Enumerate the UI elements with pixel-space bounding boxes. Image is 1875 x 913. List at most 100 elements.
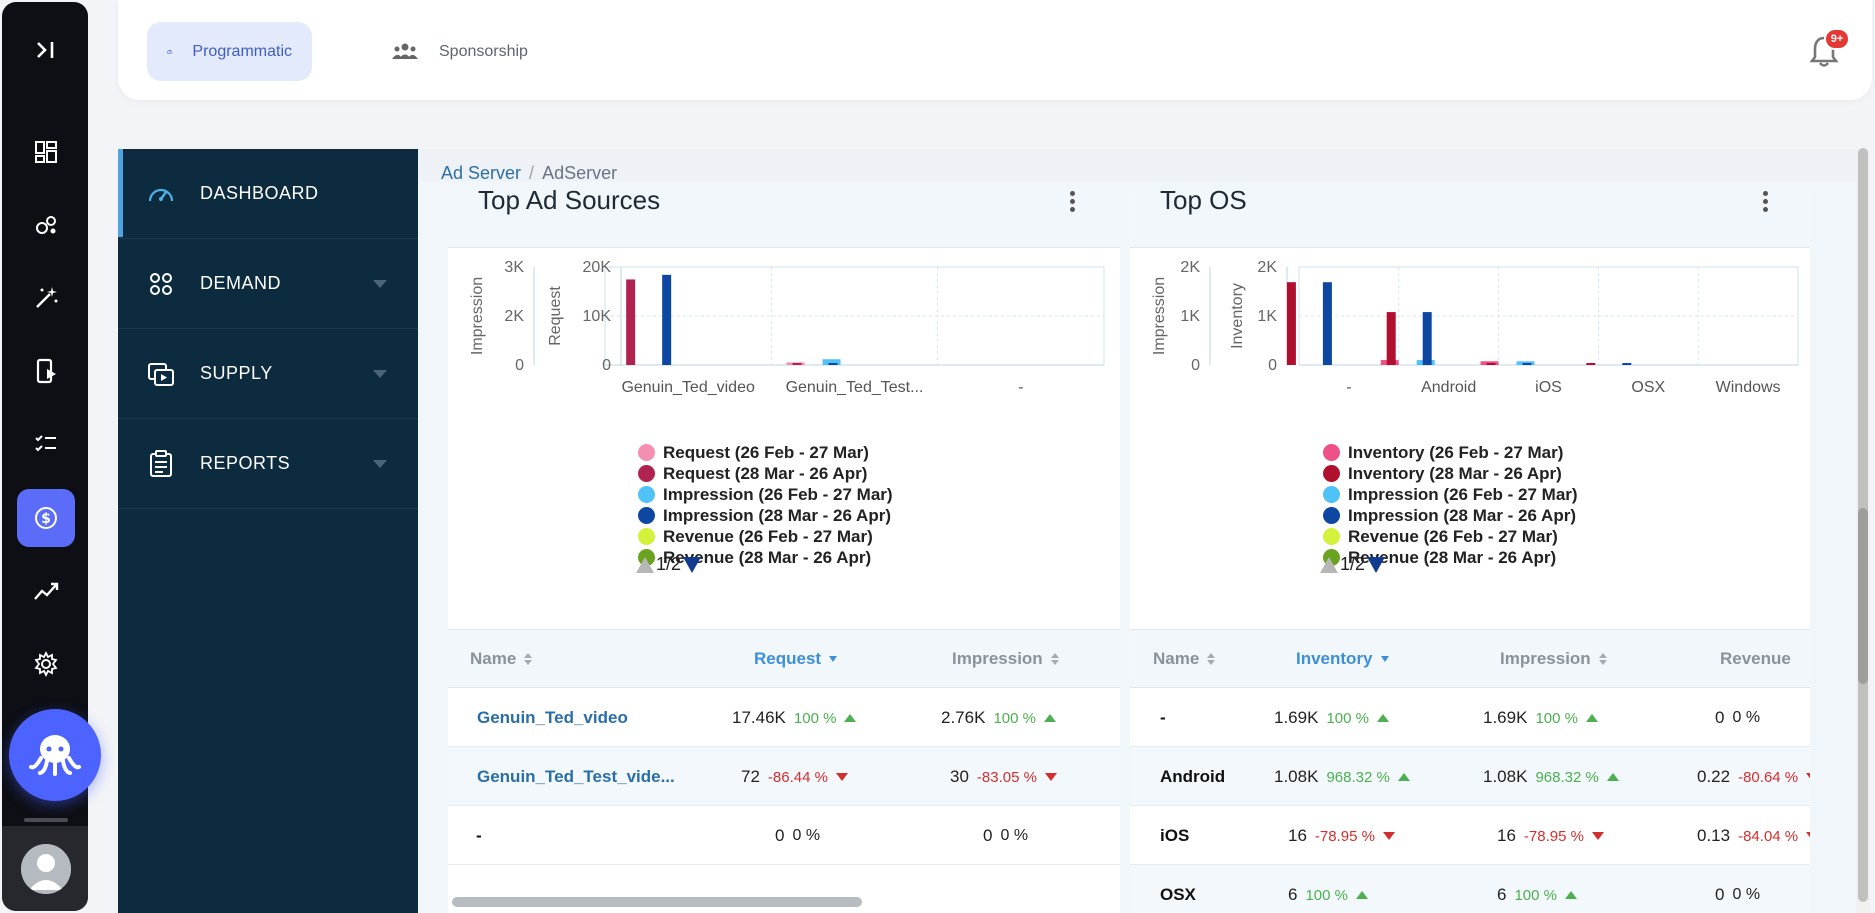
metric-change: -84.04 % [1738,827,1799,845]
column-header-label: Inventory [1296,649,1373,668]
metric-value: 0 [775,826,785,845]
analytics-icon[interactable] [17,562,75,620]
legend-label: Impression (28 Mar - 26 Apr) [1348,505,1576,525]
legend-pager: 1/2 [636,554,702,575]
x-tick-label: - [1018,379,1023,396]
table-row[interactable]: OSX 6 100 % 6 100 % 0 0 % [1130,865,1810,913]
legend-prev-icon[interactable] [1320,556,1338,573]
metric-change: 100 % [993,709,1036,727]
sidebar-item-supply[interactable]: SUPPLY [118,329,418,419]
octopus-logo-icon[interactable] [9,709,101,801]
metric-change: -78.95 % [1314,827,1375,845]
column-header-revenue[interactable]: Revenue [1720,649,1791,669]
breadcrumb-link-ad-server[interactable]: Ad Server [441,163,522,183]
table-row[interactable]: Genuin_Ted_video 17.46K 100 % 2.76K 100 % [448,688,1120,747]
legend-item[interactable]: Impression (26 Feb - 27 Mar) [1323,484,1578,505]
more-options-icon[interactable] [1755,188,1775,218]
column-header-request[interactable]: Request [754,649,838,669]
legend-item[interactable]: Revenue (26 Feb - 27 Mar) [638,526,893,547]
table-header: Name Request Impression [448,629,1120,688]
breadcrumb-separator: / [529,163,535,183]
legend-swatch [638,444,655,461]
bar [1622,363,1632,365]
legend-item[interactable]: Revenue (26 Feb - 27 Mar) [1323,526,1578,547]
monetization-icon[interactable]: $ [17,489,75,547]
column-header-impression[interactable]: Impression [1500,649,1607,669]
metric-value: 0 [983,826,993,845]
page-scrollbar-thumb[interactable] [1858,508,1868,684]
metric-value: 1.08K [1483,767,1528,786]
tab-sponsorship[interactable]: Sponsorship [371,22,548,81]
checklist-icon[interactable] [17,415,75,473]
sidebar-item-dashboard[interactable]: DASHBOARD [118,149,418,239]
mobile-video-icon[interactable] [17,342,75,400]
legend-prev-icon[interactable] [636,556,654,573]
metric-value: 16 [1497,826,1516,845]
legend-item[interactable]: Impression (28 Mar - 26 Apr) [638,505,893,526]
legend-item[interactable]: Impression (26 Feb - 27 Mar) [638,484,893,505]
legend-next-icon[interactable] [1367,556,1386,573]
legend-item[interactable]: Inventory (28 Mar - 26 Apr) [1323,463,1578,484]
y-tick-label: 0 [1191,357,1200,374]
metric-cell: 6 100 % [1288,885,1369,905]
bar [626,279,636,365]
more-options-icon[interactable] [1062,188,1082,218]
table-row[interactable]: - 0 0 % 0 0 % [448,806,1120,865]
table-row[interactable]: Genuin_Ted_Test_vide... 72 -86.44 % 30 -83.0… [448,747,1120,806]
column-header-impression[interactable]: Impression [952,649,1059,669]
apps-icon [150,273,172,295]
y-axis-label: Request [547,286,564,346]
audience-icon[interactable] [17,196,75,254]
x-tick-label: Windows [1716,379,1781,396]
table-row[interactable]: - 1.69K 100 % 1.69K 100 % 0 0 % [1130,688,1810,747]
row-name[interactable]: Genuin_Ted_video [477,708,628,727]
sidebar-item-label: REPORTS [200,453,291,473]
legend-swatch [1323,465,1340,482]
metric-value: 1.69K [1274,708,1319,727]
sidebar-item-demand[interactable]: DEMAND [118,239,418,329]
sidebar-item-reports[interactable]: REPORTS [118,419,418,509]
bar [828,363,838,365]
top-bar: Programmatic Sponsorship 9+ [118,0,1872,100]
expand-sidebar-icon[interactable] [17,21,75,79]
chevron-down-icon [373,280,387,288]
metric-cell: 0 0 % [983,826,1028,846]
metric-cell: 1.69K 100 % [1483,708,1598,728]
settings-gear-icon[interactable] [17,635,75,693]
legend-next-icon[interactable] [683,556,702,573]
user-avatar[interactable] [21,844,71,894]
metric-change: 100 % [1535,709,1578,727]
metric-cell: 16 -78.95 % [1497,826,1604,846]
sort-icon [1050,653,1059,665]
table-row[interactable]: iOS 16 -78.95 % 16 -78.95 % 0.13 -84.04 % [1130,806,1810,865]
legend-label: Impression (26 Feb - 27 Mar) [663,484,893,504]
metric-value: 6 [1497,885,1507,904]
dashboard-grid-icon[interactable] [17,123,75,181]
trend-up-icon [1606,773,1619,781]
metric-cell: 0 0 % [1715,708,1760,728]
ad-sources-table: Name Request Impression Genuin_Ted_video… [448,629,1120,865]
legend-item[interactable]: Inventory (26 Feb - 27 Mar) [1323,442,1578,463]
tab-programmatic[interactable]: Programmatic [147,22,312,81]
sidebar-item-label: SUPPLY [200,363,273,383]
metric-value: 30 [950,767,969,786]
table-row[interactable]: Android 1.08K 968.32 % 1.08K 968.32 % 0.22 -80… [1130,747,1810,806]
row-name: - [476,826,482,845]
column-header-name[interactable]: Name [470,649,533,669]
column-header-inventory[interactable]: Inventory [1296,649,1389,669]
horizontal-scrollbar[interactable] [452,897,862,907]
legend-item[interactable]: Request (28 Mar - 26 Apr) [638,463,893,484]
legend-item[interactable]: Impression (28 Mar - 26 Apr) [1323,505,1578,526]
magic-wand-icon[interactable] [17,269,75,327]
y-tick-label: 0 [1268,357,1277,374]
column-header-name[interactable]: Name [1153,649,1216,669]
metric-cell: 2.76K 100 % [941,708,1056,728]
x-tick-label: Genuin_Ted_video [621,379,755,396]
row-name[interactable]: Genuin_Ted_Test_vide... [477,767,675,786]
column-header-label: Name [470,649,517,668]
legend-item[interactable]: Request (26 Feb - 27 Mar) [638,442,893,463]
sidebar-item-label: DEMAND [200,273,282,293]
metric-value: 1.69K [1483,708,1528,727]
x-tick-label: OSX [1631,379,1665,396]
metric-cell: 72 -86.44 % [741,767,848,787]
